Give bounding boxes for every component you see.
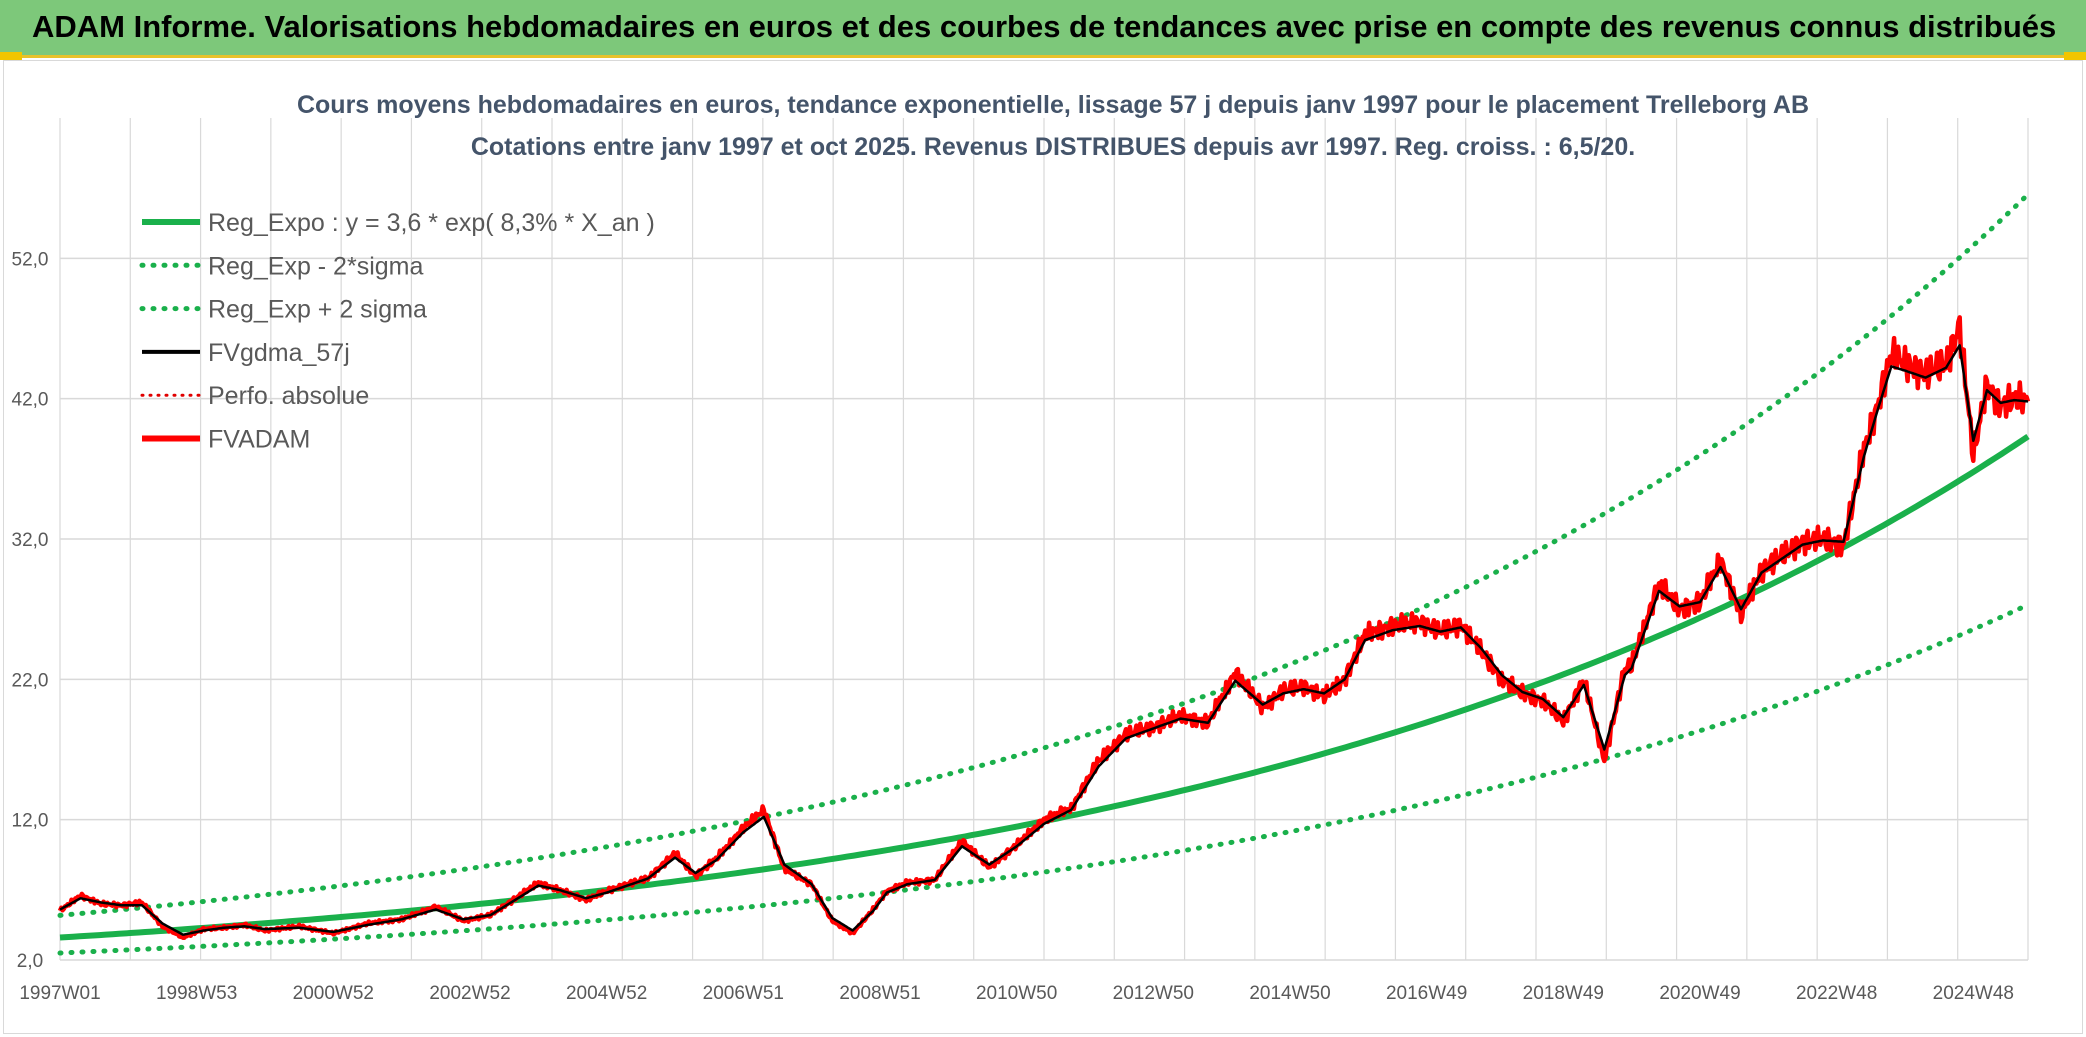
x-tick-label-11: 2018W49 [1523, 983, 1604, 1004]
y-tick-label-3: 32,0 [12, 530, 49, 551]
legend: Reg_Expo : y = 3,6 * exp( 8,3% * X_an ) R… [139, 209, 655, 454]
x-tick-label-3: 2002W52 [429, 983, 510, 1004]
legend-label-0: Reg_Expo : y = 3,6 * exp( 8,3% * X_an ) [208, 209, 655, 237]
x-tick-label-0: 1997W01 [19, 983, 100, 1004]
y-tick-label-2: 22,0 [12, 670, 49, 691]
corner-accent-right [2064, 52, 2086, 60]
x-tick-label-8: 2012W50 [1113, 983, 1194, 1004]
legend-label-2: Reg_Exp + 2 sigma [208, 296, 427, 324]
y-tick-label-0: 2,0 [17, 951, 43, 972]
y-axis-ticks: 2,0 12,0 22,0 32,0 42,0 52,0 [12, 249, 49, 972]
legend-label-1: Reg_Exp - 2*sigma [208, 252, 423, 280]
y-tick-label-5: 52,0 [12, 249, 49, 270]
series-layer [57, 191, 2031, 956]
series-fvgdma-57j [59, 344, 2029, 936]
legend-label-5: FVADAM [208, 426, 310, 454]
corner-accent-left [0, 52, 22, 60]
legend-label-3: FVgdma_57j [208, 339, 350, 367]
x-tick-label-9: 2014W50 [1249, 983, 1330, 1004]
x-tick-label-10: 2016W49 [1386, 983, 1467, 1004]
report-title: ADAM Informe. Valorisations hebdomadaire… [32, 9, 2057, 44]
legend-label-4: Perfo. absolue [208, 382, 369, 410]
y-tick-label-4: 42,0 [12, 390, 49, 411]
series-reg-plus-2sigma [57, 191, 2031, 918]
x-tick-label-12: 2020W49 [1659, 983, 1740, 1004]
x-tick-label-7: 2010W50 [976, 983, 1057, 1004]
x-tick-label-4: 2004W52 [566, 983, 647, 1004]
chart-title-line2: Cotations entre janv 1997 et oct 2025. R… [471, 133, 1635, 161]
x-tick-label-14: 2024W48 [1933, 983, 2014, 1004]
x-tick-label-5: 2006W51 [703, 983, 784, 1004]
x-tick-label-13: 2022W48 [1796, 983, 1877, 1004]
grid [59, 118, 2029, 961]
x-tick-label-1: 1998W53 [156, 983, 237, 1004]
chart-frame [3, 60, 2083, 1034]
x-tick-label-6: 2008W51 [839, 983, 920, 1004]
y-tick-label-1: 12,0 [12, 811, 49, 832]
x-axis-ticks: 1997W01 1998W53 2000W52 2002W52 2004W52 2006W… [19, 983, 2014, 1004]
series-reg-minus-2sigma [57, 602, 2031, 956]
chart-title-line1: Cours moyens hebdomadaires en euros, ten… [297, 91, 1809, 119]
header-banner: ADAM Informe. Valorisations hebdomadaire… [0, 0, 2086, 58]
x-tick-label-2: 2000W52 [293, 983, 374, 1004]
